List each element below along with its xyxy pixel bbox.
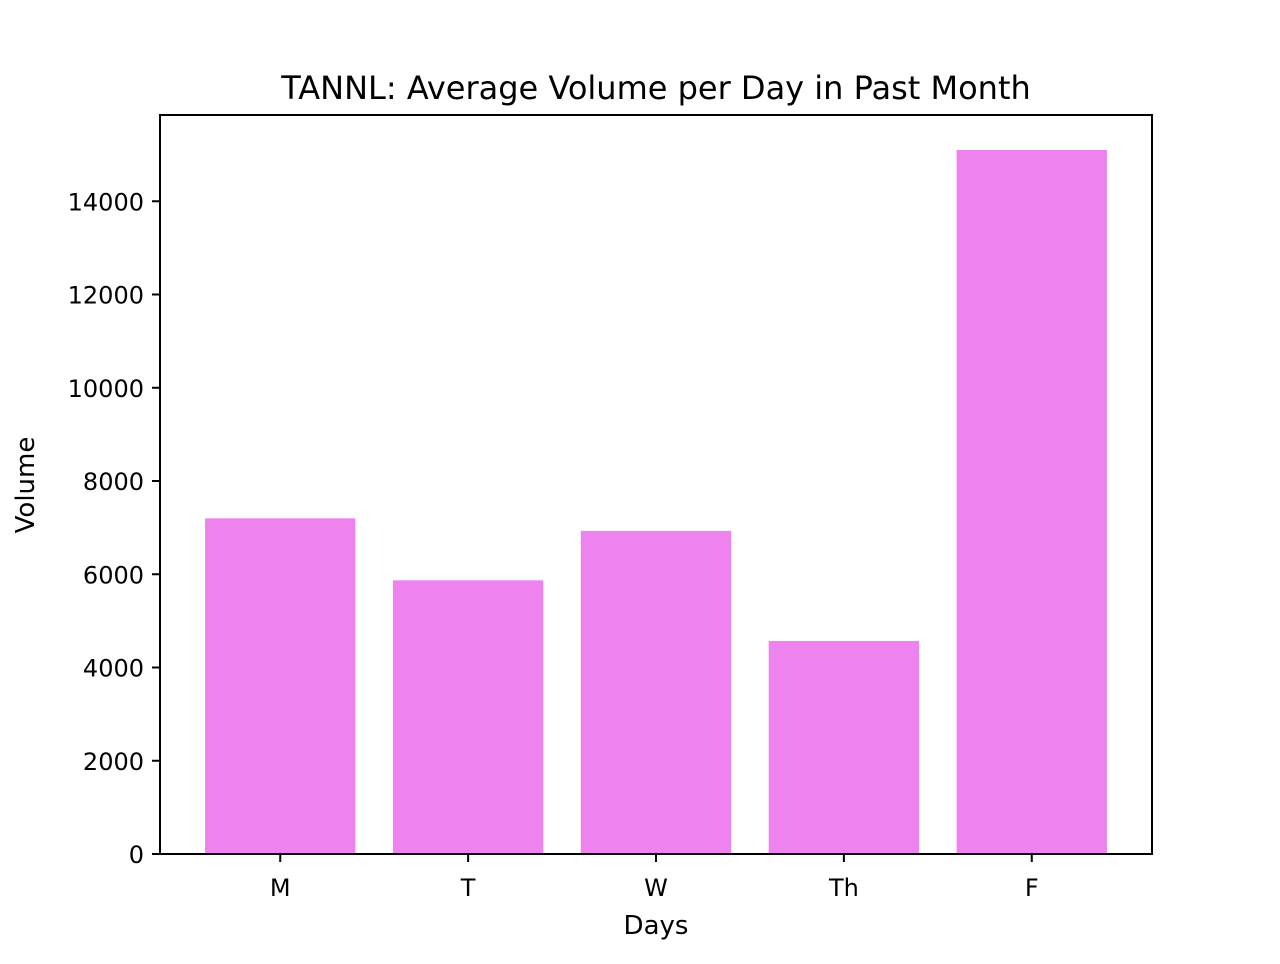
y-tick-label: 2000	[83, 748, 144, 776]
x-tick-label: F	[1025, 874, 1039, 902]
bar-f	[956, 149, 1107, 855]
y-tick-label: 8000	[83, 468, 144, 496]
bar-m	[205, 518, 356, 854]
y-axis-label: Volume	[11, 437, 41, 534]
x-tick-label: Th	[828, 874, 859, 902]
bars-group	[205, 149, 1107, 855]
y-tick-label: 0	[129, 841, 144, 869]
y-tick-label: 6000	[83, 561, 144, 589]
y-tick-label: 4000	[83, 655, 144, 683]
bar-t	[392, 580, 544, 854]
x-axis-ticks: M T W Th F	[270, 854, 1039, 902]
y-tick-label: 10000	[68, 375, 144, 403]
x-tick-label: T	[460, 874, 476, 902]
plot-frame	[159, 114, 1153, 855]
x-tick-label: W	[644, 874, 668, 902]
y-tick-label: 14000	[68, 188, 144, 216]
y-axis-ticks: 0 2000 4000 6000 8000 10000 12000 14000	[68, 188, 160, 869]
bar-w	[580, 530, 732, 854]
bar-th	[768, 640, 920, 854]
x-axis-label: Days	[624, 911, 689, 941]
x-tick-label: M	[270, 874, 291, 902]
chart-title: TANNL: Average Volume per Day in Past Mo…	[280, 69, 1031, 107]
y-tick-label: 12000	[68, 282, 144, 310]
